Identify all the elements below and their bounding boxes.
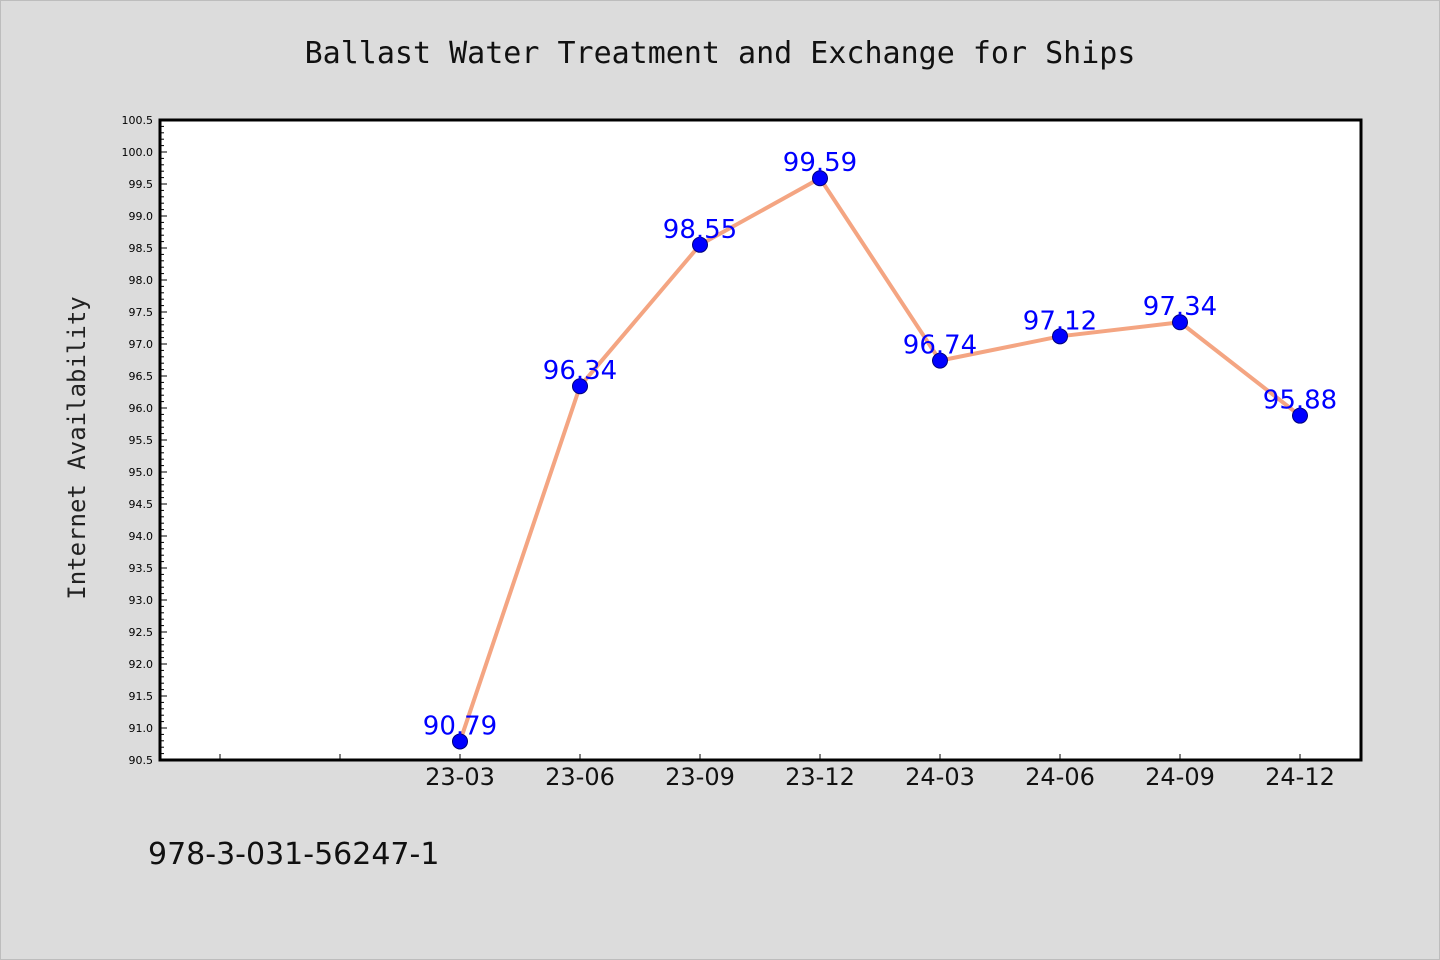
y-tick-label: 91.0 (129, 722, 154, 735)
data-labels: 90.79 96.34 98.55 99.59 96.74 97.12 97.34 95.88 (423, 148, 1337, 741)
data-point (1172, 314, 1188, 331)
y-tick-label: 91.5 (129, 690, 154, 703)
y-tick-label: 98.5 (129, 242, 154, 255)
y-tick-label: 92.0 (129, 658, 154, 671)
y-tick-label: 94.0 (129, 530, 154, 543)
x-tick-label: 24-03 (905, 763, 975, 791)
y-tick-label: 97.0 (129, 338, 154, 351)
x-tick-label: 23-09 (665, 763, 735, 791)
y-tick-label: 94.5 (129, 498, 154, 511)
y-tick-label: 97.5 (129, 306, 154, 319)
y-tick-label: 90.5 (129, 754, 154, 767)
data-label: 96.34 (543, 356, 617, 386)
footer-isbn: 978-3-031-56247-1 (148, 837, 439, 872)
x-tick-label: 24-06 (1025, 763, 1095, 791)
data-point (1052, 328, 1068, 345)
data-point (812, 170, 828, 187)
y-tick-label: 93.5 (129, 562, 154, 575)
x-tick-label: 23-06 (545, 763, 615, 791)
data-label: 96.74 (903, 331, 977, 361)
data-label: 95.88 (1263, 386, 1337, 416)
data-label: 97.12 (1023, 306, 1097, 336)
x-tick-label: 23-12 (785, 763, 855, 791)
y-tick-label: 99.0 (129, 210, 154, 223)
data-label: 97.34 (1143, 292, 1217, 322)
y-tick-label: 96.5 (129, 370, 154, 383)
y-tick-label: 95.0 (129, 466, 154, 479)
y-tick-label: 100.5 (122, 114, 154, 127)
chart-title: Ballast Water Treatment and Exchange for… (305, 36, 1136, 71)
series-layer (452, 170, 1308, 750)
plot-border (158, 118, 1363, 762)
y-axis-label: Internet Availability (63, 296, 91, 599)
data-point (692, 236, 708, 253)
series-line (458, 176, 1302, 744)
x-tick-label: 24-12 (1265, 763, 1335, 791)
y-tick-label: 99.5 (129, 178, 154, 191)
y-tick-label: 95.5 (129, 434, 154, 447)
data-label: 99.59 (783, 148, 857, 178)
data-label: 90.79 (423, 711, 497, 741)
y-tick-label: 98.0 (129, 274, 154, 287)
plot-area (160, 120, 1361, 760)
data-point (1292, 407, 1308, 424)
y-tick-label: 93.0 (129, 594, 154, 607)
x-axis-ticks: 23-03 23-06 23-09 23-12 24-03 24-06 24-09 24-12 (219, 754, 1335, 791)
y-tick-label: 92.5 (129, 626, 154, 639)
x-tick-label: 23-03 (425, 763, 495, 791)
x-tick-label: 24-09 (1145, 763, 1215, 791)
data-point (572, 378, 588, 395)
data-label: 98.55 (663, 215, 737, 245)
data-point (452, 733, 468, 750)
data-point (932, 352, 948, 369)
y-axis-ticks: 90.5 91.0 91.5 92.0 92.5 93.0 93.5 94.0 94.5 95.0… (122, 114, 167, 767)
y-tick-label: 96.0 (129, 402, 154, 415)
y-tick-label: 100.0 (122, 146, 154, 159)
